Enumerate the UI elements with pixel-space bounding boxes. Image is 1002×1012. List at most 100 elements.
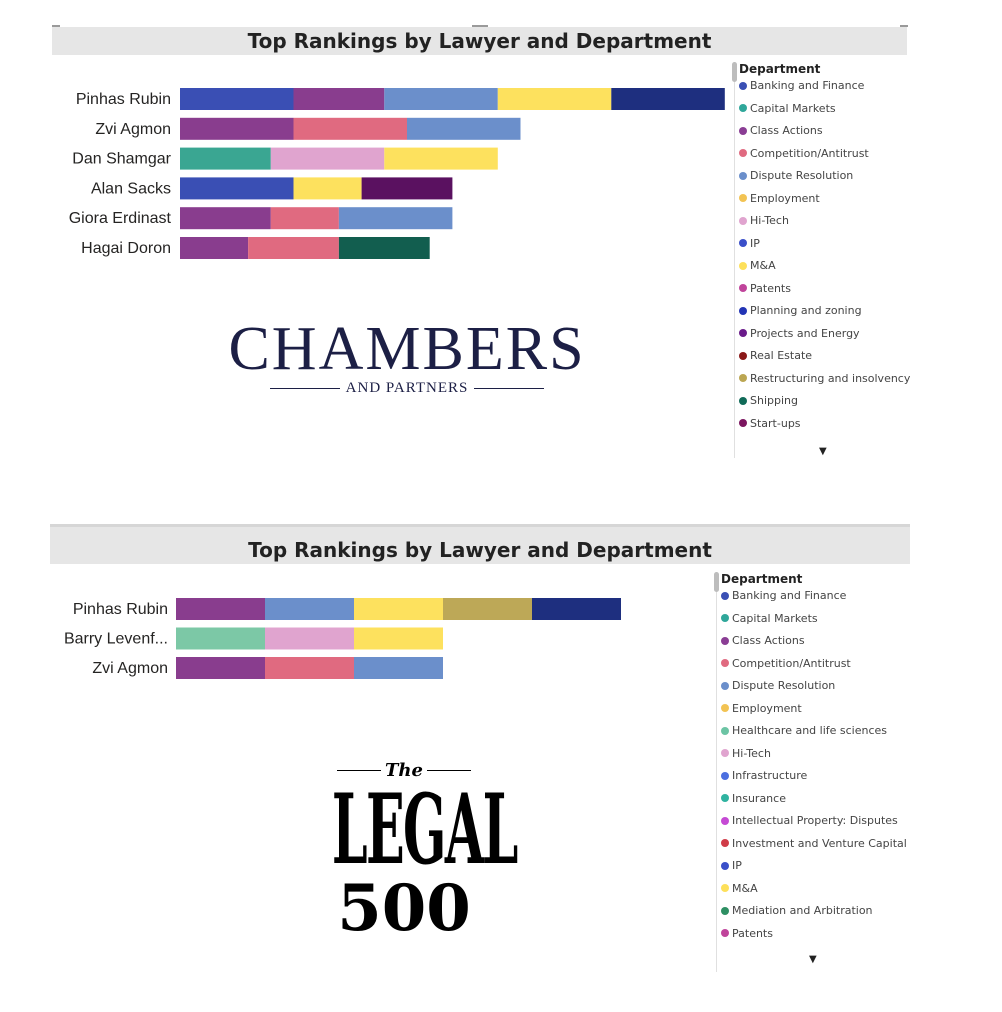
bar-segment-competition-antitrust[interactable] <box>270 207 339 230</box>
bar-segment-ip[interactable] <box>532 598 621 620</box>
legend-dot-icon <box>721 906 729 915</box>
bar-segment-competition-antitrust[interactable] <box>265 657 354 679</box>
legend-label: IP <box>750 236 760 250</box>
chambers-legend: Department Banking and Finance Capital Ma… <box>732 62 910 458</box>
legend-item-employment[interactable]: Employment <box>721 702 802 715</box>
bar-segment-dispute-resolution[interactable] <box>338 207 453 230</box>
legend-label: Investment and Venture Capital <box>732 836 907 850</box>
legend-item-m-a[interactable]: M&A <box>739 259 776 272</box>
lawyer-label: Pinhas Rubin <box>73 601 168 618</box>
legend-item-m-a[interactable]: M&A <box>721 882 758 895</box>
legend-label: Competition/Antitrust <box>732 656 851 670</box>
legend-item-patents[interactable]: Patents <box>721 927 773 940</box>
bar-segment-m-a[interactable] <box>497 88 612 110</box>
legend-label: IP <box>732 859 742 872</box>
bar-segment-dispute-resolution[interactable] <box>384 88 498 110</box>
bar-segment-class-actions[interactable] <box>180 207 271 230</box>
legend-label: Real Estate <box>750 349 813 362</box>
legend-item-competition-antitrust[interactable]: Competition/Antitrust <box>739 147 869 160</box>
legend-item-restructuring-and-insolvency[interactable]: Restructuring and insolvency <box>739 372 910 385</box>
legend-item-mediation-and-arbitration[interactable]: Mediation and Arbitration <box>721 904 873 917</box>
legend-item-banking-and-finance[interactable]: Banking and Finance <box>721 589 846 602</box>
bar-segment-class-actions[interactable] <box>180 237 249 259</box>
bar-segment-shipping[interactable] <box>338 237 430 259</box>
bar-segment-start-ups[interactable] <box>361 177 453 200</box>
bar-segment-dispute-resolution[interactable] <box>407 117 521 140</box>
legend-item-banking-and-finance[interactable]: Banking and Finance <box>739 79 864 92</box>
legend-item-healthcare-and-life-sciences[interactable]: Healthcare and life sciences <box>721 724 887 737</box>
legend-dot-icon <box>739 351 747 360</box>
legend-scrollbar[interactable] <box>714 572 719 592</box>
bar-segment-healthcare-and-life-sciences[interactable] <box>176 627 265 650</box>
legend-item-hi-tech[interactable]: Hi-Tech <box>721 747 771 760</box>
bar-segment-class-actions[interactable] <box>176 598 265 620</box>
legend-item-capital-markets[interactable]: Capital Markets <box>739 102 836 115</box>
lawyer-label: Pinhas Rubin <box>76 91 171 108</box>
legend-item-insurance[interactable]: Insurance <box>721 792 786 805</box>
legend-label: Shipping <box>750 394 798 407</box>
legend-item-patents[interactable]: Patents <box>739 282 791 295</box>
legend-dot-icon <box>721 771 729 780</box>
legend-item-ip[interactable]: IP <box>721 859 742 872</box>
legend-dot-icon <box>739 396 747 405</box>
legend-label: Capital Markets <box>732 611 818 625</box>
legend-dot-icon <box>739 261 747 270</box>
legend-dot-icon <box>721 681 729 690</box>
bar-segment-m-a[interactable] <box>354 598 443 620</box>
bar-segment-capital-markets[interactable] <box>180 147 271 170</box>
legend-item-real-estate[interactable]: Real Estate <box>739 349 812 362</box>
legend-item-intellectual-property-disputes[interactable]: Intellectual Property: Disputes <box>721 814 898 827</box>
legend-label: Healthcare and life sciences <box>732 724 888 737</box>
legend-label: Employment <box>750 191 820 205</box>
legend-item-class-actions[interactable]: Class Actions <box>739 124 823 137</box>
bar-segment-dispute-resolution[interactable] <box>265 598 354 620</box>
bar-segment-banking-and-finance[interactable] <box>180 177 294 200</box>
bar-segment-m-a[interactable] <box>384 147 498 170</box>
legend-dot-icon <box>721 591 729 600</box>
legend-item-employment[interactable]: Employment <box>739 192 820 205</box>
bar-segment-class-actions[interactable] <box>176 657 265 679</box>
legend-label: M&A <box>750 259 776 272</box>
legend-item-ip[interactable]: IP <box>739 237 760 250</box>
legend-item-planning-and-zoning[interactable]: Planning and zoning <box>739 304 862 317</box>
bar-segment-hi-tech[interactable] <box>270 147 385 170</box>
legend-item-start-ups[interactable]: Start-ups <box>739 417 801 430</box>
chambers-logo: CHAMBERS AND PARTNERS <box>222 318 592 397</box>
legend-item-dispute-resolution[interactable]: Dispute Resolution <box>721 679 835 692</box>
bar-segment-class-actions[interactable] <box>293 88 385 110</box>
bar-segment-competition-antitrust[interactable] <box>248 237 339 259</box>
scroll-down-icon[interactable]: ▼ <box>819 446 827 457</box>
legend-label: Patents <box>732 926 773 940</box>
bar-segment-restructuring-and-insolvency[interactable] <box>443 598 532 620</box>
bar-segment-m-a[interactable] <box>354 627 443 650</box>
legend-item-investment-and-venture-capital[interactable]: Investment and Venture Capital <box>721 837 907 850</box>
legend-item-capital-markets[interactable]: Capital Markets <box>721 612 818 625</box>
scroll-down-icon[interactable]: ▼ <box>809 954 817 965</box>
legend-item-dispute-resolution[interactable]: Dispute Resolution <box>739 169 853 182</box>
legend-label: Dispute Resolution <box>732 679 836 692</box>
legend-dot-icon <box>721 839 729 847</box>
legend-item-class-actions[interactable]: Class Actions <box>721 634 805 647</box>
bar-segment-dispute-resolution[interactable] <box>354 657 443 679</box>
bar-segment-class-actions[interactable] <box>180 117 294 140</box>
bar-segment-banking-and-finance[interactable] <box>180 88 294 110</box>
legend-dot-icon <box>721 636 729 645</box>
legend-item-competition-antitrust[interactable]: Competition/Antitrust <box>721 657 851 670</box>
legend-item-infrastructure[interactable]: Infrastructure <box>721 769 807 782</box>
bar-segment-planning-and-zoning[interactable] <box>611 88 725 110</box>
bar-segment-competition-antitrust[interactable] <box>293 117 408 140</box>
legend-title: Department <box>739 62 821 76</box>
bar-segment-m-a[interactable] <box>293 177 362 200</box>
legend-item-shipping[interactable]: Shipping <box>739 394 798 407</box>
lawyer-label: Giora Erdinast <box>69 210 172 227</box>
bar-segment-hi-tech[interactable] <box>265 627 354 650</box>
chambers-logo-subtitle-text: AND PARTNERS <box>345 380 469 396</box>
legend-label: M&A <box>732 881 758 895</box>
legend-item-hi-tech[interactable]: Hi-Tech <box>739 214 789 227</box>
legend-item-projects-and-energy[interactable]: Projects and Energy <box>739 327 860 340</box>
legend-scrollbar[interactable] <box>732 62 737 82</box>
lawyer-label: Alan Sacks <box>91 180 171 197</box>
legend-dot-icon <box>739 216 747 225</box>
legend-dot-icon <box>721 929 729 937</box>
legend-dot-icon <box>739 171 747 180</box>
